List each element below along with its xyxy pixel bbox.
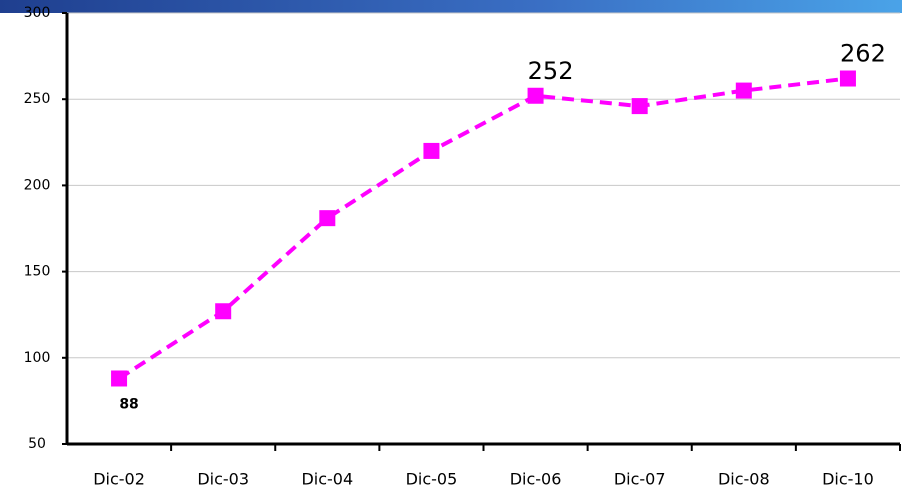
data-point bbox=[215, 303, 232, 320]
data-point bbox=[839, 70, 856, 87]
x-tick-label: Dic-10 bbox=[822, 470, 874, 489]
y-tick-label: 300 bbox=[24, 5, 51, 21]
x-tick-label: Dic-03 bbox=[197, 470, 249, 489]
y-tick-label: 50 bbox=[28, 436, 46, 452]
x-tick-label: Dic-07 bbox=[614, 470, 666, 489]
value-label: 88 bbox=[119, 396, 138, 412]
data-point bbox=[423, 142, 440, 159]
data-point bbox=[631, 98, 648, 115]
y-tick-label: 150 bbox=[24, 264, 51, 280]
x-tick-label: Dic-06 bbox=[510, 470, 562, 489]
data-point bbox=[319, 210, 336, 227]
x-tick-label: Dic-05 bbox=[406, 470, 458, 489]
y-tick-label: 100 bbox=[24, 350, 51, 366]
data-point bbox=[527, 87, 544, 104]
x-tick-label: Dic-04 bbox=[301, 470, 353, 489]
value-label: 252 bbox=[528, 57, 574, 85]
data-point bbox=[111, 370, 128, 387]
data-line bbox=[117, 76, 849, 381]
data-point bbox=[735, 82, 752, 99]
x-tick-label: Dic-02 bbox=[93, 470, 145, 489]
header-band bbox=[0, 0, 902, 13]
value-label: 262 bbox=[840, 40, 886, 68]
x-tick-label: Dic-08 bbox=[718, 470, 770, 489]
y-tick-label: 250 bbox=[24, 91, 51, 107]
y-tick-label: 200 bbox=[24, 177, 51, 193]
